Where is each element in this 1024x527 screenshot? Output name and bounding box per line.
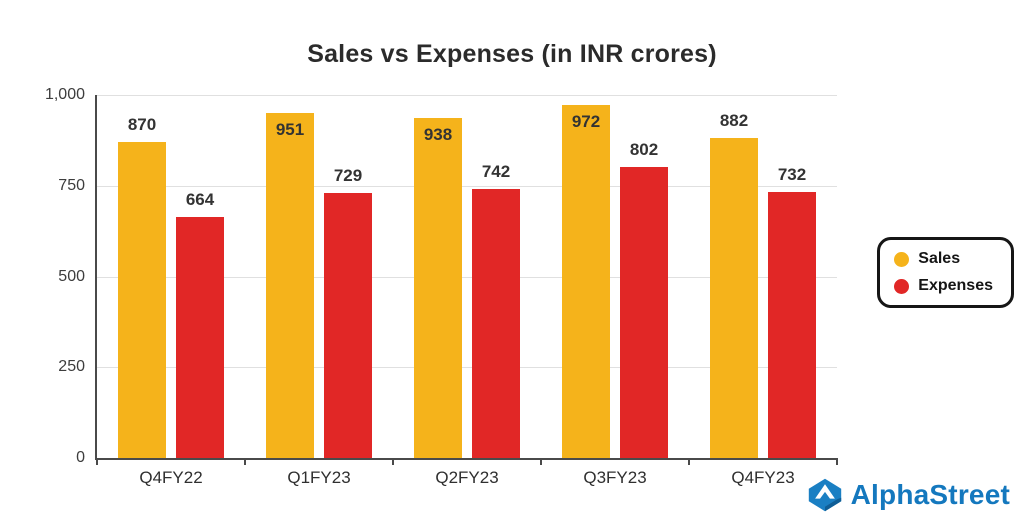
chart-title: Sales vs Expenses (in INR crores) (307, 40, 717, 68)
bar-value-label: 664 (185, 189, 215, 209)
alphastreet-logo-icon (807, 477, 843, 513)
bar-value-label: 729 (333, 166, 363, 186)
bar-value-label: 870 (127, 115, 157, 135)
gridline (97, 276, 837, 278)
bar-expenses (176, 216, 224, 458)
x-axis-tick (96, 458, 98, 465)
bar-expenses (324, 193, 372, 458)
bar-sales (266, 112, 314, 458)
legend-label-sales: Sales (918, 250, 961, 267)
bar-value-label: 882 (719, 110, 749, 130)
y-axis-label: 750 (58, 176, 85, 194)
x-axis-tick (540, 458, 542, 465)
y-axis-label: 500 (58, 267, 85, 285)
bar-expenses (768, 192, 816, 458)
bar-value-label: 951 (275, 119, 305, 139)
x-axis-label: Q4FY23 (731, 468, 795, 487)
legend: Sales Expenses (877, 237, 1014, 308)
bar-value-label: 802 (629, 139, 659, 159)
x-axis-label: Q2FY23 (435, 468, 499, 487)
x-axis-tick (688, 458, 690, 465)
legend-item-sales: Sales (894, 250, 993, 268)
gridline (97, 367, 837, 369)
bar-value-label: 938 (423, 124, 453, 144)
gridline (97, 95, 837, 96)
sales-swatch-icon (894, 251, 910, 267)
y-axis-label: 250 (58, 358, 85, 376)
bar-sales (118, 142, 166, 458)
x-axis-tick (392, 458, 394, 465)
y-axis-label: 0 (76, 449, 85, 466)
legend-label-expenses: Expenses (918, 277, 993, 294)
bar-value-label: 742 (481, 161, 511, 181)
bar-expenses (620, 166, 668, 458)
x-axis-label: Q1FY23 (287, 468, 351, 487)
bar-value-label: 972 (571, 112, 601, 132)
alphastreet-logo: AlphaStreet (807, 477, 1010, 513)
x-axis-tick (836, 458, 838, 465)
bar-sales (414, 117, 462, 458)
alphastreet-logo-text: AlphaStreet (850, 479, 1010, 510)
plot-area: 0 250 500 750 1,000 Q4FY22 870 664 Q1FY23 951 729 Q… (45, 86, 838, 487)
bar-expenses (472, 188, 520, 458)
gridline (97, 185, 837, 187)
y-axis-label: 1,000 (44, 86, 85, 103)
expenses-swatch-icon (894, 278, 910, 294)
bar-value-label: 732 (777, 165, 807, 185)
bar-sales (710, 137, 758, 458)
x-axis-label: Q3FY23 (583, 468, 647, 487)
x-axis-label: Q4FY22 (139, 468, 203, 487)
x-axis-tick (244, 458, 246, 465)
bar-sales (562, 105, 610, 458)
legend-item-expenses: Expenses (894, 277, 993, 295)
